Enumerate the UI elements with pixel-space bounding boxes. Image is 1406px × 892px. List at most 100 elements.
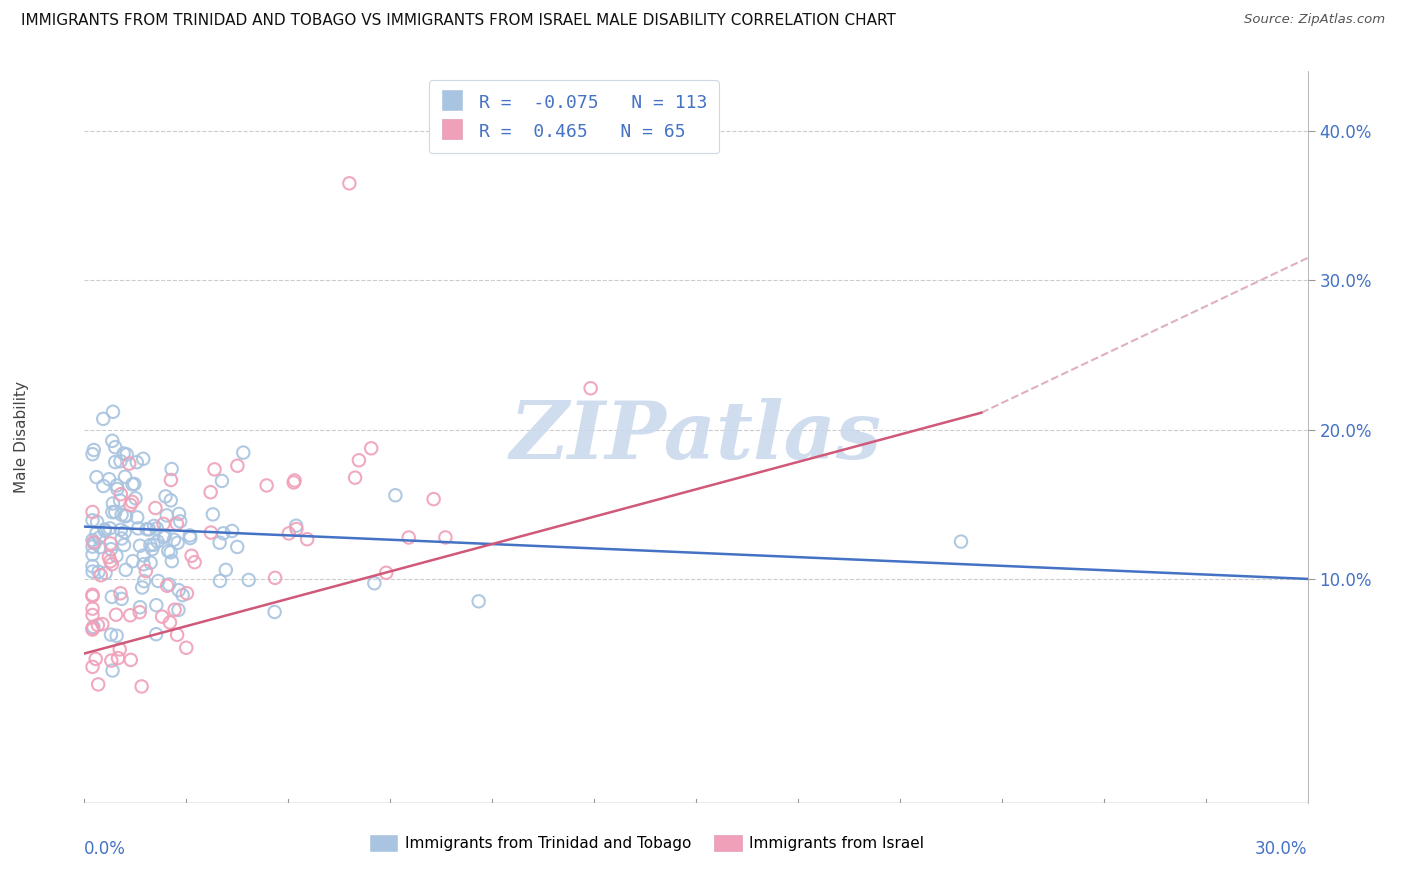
Point: [132, 558, 155, 572]
Point: [204, 462, 226, 476]
Point: [89, 540, 111, 554]
Point: [91, 412, 114, 426]
Point: [153, 528, 176, 542]
Point: [215, 563, 238, 577]
Point: [347, 453, 370, 467]
Point: [125, 455, 148, 469]
Point: [183, 555, 205, 569]
Point: [114, 469, 136, 483]
Point: [285, 522, 308, 536]
Point: [82, 588, 104, 602]
Point: [277, 526, 299, 541]
Point: [82, 620, 104, 634]
Point: [86, 515, 108, 529]
Point: [82, 548, 104, 562]
Point: [157, 577, 180, 591]
Point: [179, 528, 201, 542]
Point: [166, 628, 188, 642]
Point: [93, 523, 115, 537]
Point: [180, 549, 202, 563]
Point: [101, 558, 124, 572]
Point: [104, 505, 127, 519]
Point: [108, 642, 131, 657]
Point: [156, 508, 179, 523]
Point: [375, 566, 398, 580]
Point: [131, 581, 153, 595]
Point: [84, 652, 107, 666]
Point: [166, 536, 188, 550]
Point: [141, 542, 163, 557]
Point: [129, 600, 152, 615]
Point: [163, 533, 186, 547]
Point: [200, 525, 222, 540]
Point: [83, 442, 105, 457]
Point: [121, 495, 143, 509]
Point: [398, 531, 420, 545]
Point: [166, 516, 188, 531]
Point: [105, 549, 128, 563]
Point: [208, 574, 231, 588]
Point: [101, 405, 124, 419]
Point: [110, 487, 132, 501]
Legend: Immigrants from Trinidad and Tobago, Immigrants from Israel: Immigrants from Trinidad and Tobago, Imm…: [364, 830, 931, 857]
Point: [86, 526, 108, 541]
Point: [110, 586, 132, 600]
Point: [226, 540, 249, 554]
Point: [124, 477, 146, 491]
Point: [212, 526, 235, 541]
Point: [94, 524, 117, 538]
Text: 30.0%: 30.0%: [1256, 840, 1308, 858]
Point: [167, 583, 190, 598]
Point: [93, 479, 115, 493]
Point: [150, 609, 173, 624]
Point: [82, 505, 104, 519]
Point: [174, 640, 197, 655]
Point: [118, 457, 141, 471]
Point: [111, 532, 134, 546]
Point: [157, 544, 180, 558]
Point: [110, 508, 132, 522]
Point: [139, 556, 162, 570]
Point: [145, 500, 167, 515]
Point: [111, 591, 134, 606]
Point: [208, 535, 231, 549]
Point: [579, 381, 602, 395]
Point: [121, 554, 143, 568]
Point: [146, 534, 169, 549]
Point: [82, 660, 104, 674]
Point: [112, 446, 135, 460]
Point: [104, 440, 127, 454]
Point: [110, 523, 132, 537]
Point: [142, 538, 165, 552]
Point: [221, 524, 243, 538]
Point: [114, 525, 136, 540]
Point: [115, 447, 138, 461]
Point: [120, 608, 142, 623]
Point: [360, 442, 382, 456]
Point: [264, 571, 287, 585]
Point: [143, 519, 166, 533]
Point: [146, 521, 169, 535]
Point: [82, 623, 104, 637]
Point: [160, 462, 183, 476]
Point: [131, 680, 153, 694]
Point: [145, 598, 167, 612]
Point: [201, 508, 224, 522]
Text: Source: ZipAtlas.com: Source: ZipAtlas.com: [1244, 13, 1385, 27]
Point: [105, 478, 128, 492]
Point: [82, 601, 104, 615]
Point: [120, 653, 142, 667]
Point: [145, 627, 167, 641]
Point: [120, 498, 142, 512]
Point: [112, 538, 135, 552]
Point: [83, 536, 105, 550]
Point: [159, 545, 181, 559]
Point: [148, 574, 170, 588]
Point: [105, 629, 128, 643]
Point: [256, 478, 278, 492]
Point: [100, 627, 122, 641]
Point: [108, 493, 131, 508]
Point: [97, 550, 120, 565]
Point: [160, 554, 183, 568]
Text: ZIPatlas: ZIPatlas: [510, 399, 882, 475]
